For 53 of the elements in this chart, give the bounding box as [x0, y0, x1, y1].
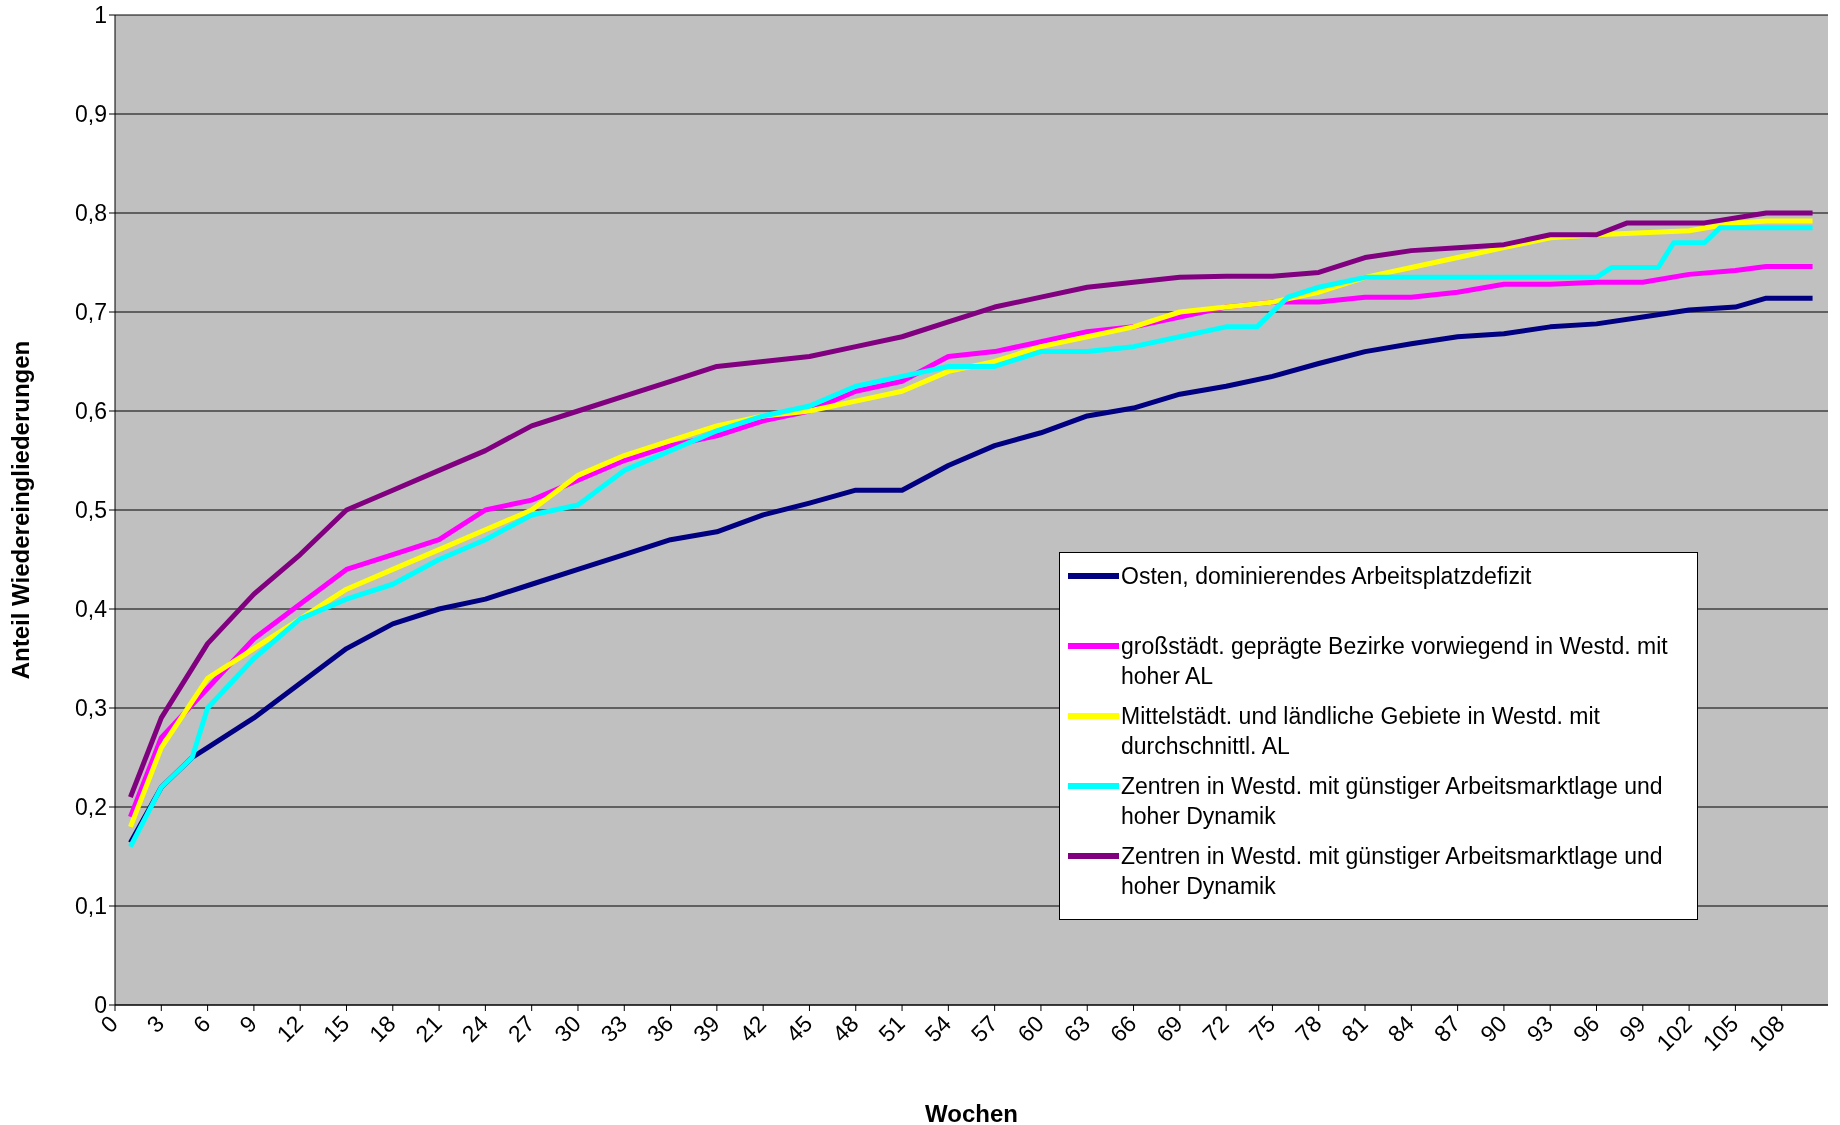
x-tick-label: 63	[1058, 1010, 1096, 1047]
x-tick-label: 39	[688, 1010, 725, 1047]
y-tick-label: 0,5	[75, 497, 107, 524]
x-tick-label: 54	[919, 1010, 957, 1047]
x-tick-label: 96	[1567, 1010, 1605, 1047]
y-tick-label: 0,3	[75, 695, 107, 722]
x-axis-title: Wochen	[925, 1100, 1018, 1125]
x-tick-label: 36	[641, 1010, 679, 1047]
legend-label: Mittelstädt. und ländliche Gebiete in Westd. mit durchschnittl. AL	[1121, 702, 1601, 761]
legend-label: großstädt. geprägte Bezirke vorwiegend in Westd. mit hoher AL	[1121, 632, 1669, 691]
x-tick-label: 24	[456, 1010, 494, 1047]
x-tick-label: 33	[595, 1010, 633, 1047]
x-tick-label: 90	[1475, 1010, 1512, 1047]
x-tick-label: 72	[1197, 1010, 1234, 1047]
y-tick-label: 1	[94, 2, 107, 29]
x-tick-label: 105	[1697, 1010, 1744, 1056]
x-tick-label: 42	[734, 1010, 771, 1047]
x-tick-label: 75	[1243, 1010, 1281, 1047]
x-tick-label: 102	[1651, 1010, 1697, 1056]
x-tick-label: 27	[503, 1010, 540, 1047]
y-tick-label: 0,8	[75, 200, 107, 227]
x-tick-label: 6	[187, 1010, 216, 1038]
x-tick-label: 57	[966, 1010, 1003, 1047]
legend-label: Zentren in Westd. mit günstiger Arbeitsmarktlage und hoher Dynamik	[1121, 772, 1664, 831]
x-tick-label: 30	[549, 1010, 586, 1047]
x-tick-label: 81	[1336, 1010, 1373, 1047]
x-tick-label: 18	[364, 1010, 401, 1047]
x-tick-label: 78	[1290, 1010, 1327, 1047]
legend-label: Zentren in Westd. mit günstiger Arbeitsmarktlage und hoher Dynamik	[1121, 842, 1664, 901]
x-tick-label: 93	[1521, 1010, 1559, 1047]
x-tick-label: 15	[317, 1010, 355, 1047]
y-tick-label: 0,7	[75, 299, 107, 326]
y-axis-title: Anteil Wiedereingliederungen	[6, 340, 34, 680]
x-tick-label: 99	[1614, 1010, 1651, 1047]
x-tick-label: 9	[234, 1010, 262, 1038]
x-tick-label: 48	[827, 1010, 864, 1047]
y-tick-label: 0,1	[75, 893, 107, 920]
x-tick-label: 108	[1744, 1010, 1790, 1056]
x-tick-label: 12	[271, 1010, 309, 1047]
y-tick-label: 0,4	[75, 596, 108, 623]
x-tick-label: 69	[1151, 1010, 1188, 1047]
x-tick-label: 84	[1382, 1010, 1420, 1047]
y-tick-label: 0,9	[75, 101, 107, 128]
x-tick-label: 60	[1012, 1010, 1049, 1047]
x-tick-label: 66	[1104, 1010, 1142, 1047]
x-tick-label: 21	[410, 1010, 447, 1047]
legend-label: Osten, dominierendes Arbeitsplatzdefizit	[1121, 562, 1532, 591]
x-tick-label: 51	[873, 1010, 910, 1047]
x-tick-label: 45	[780, 1010, 818, 1047]
y-tick-label: 0,6	[75, 398, 107, 425]
y-tick-label: 0,2	[75, 794, 107, 821]
x-tick-label: 87	[1428, 1010, 1466, 1047]
x-tick-label: 3	[141, 1010, 170, 1038]
